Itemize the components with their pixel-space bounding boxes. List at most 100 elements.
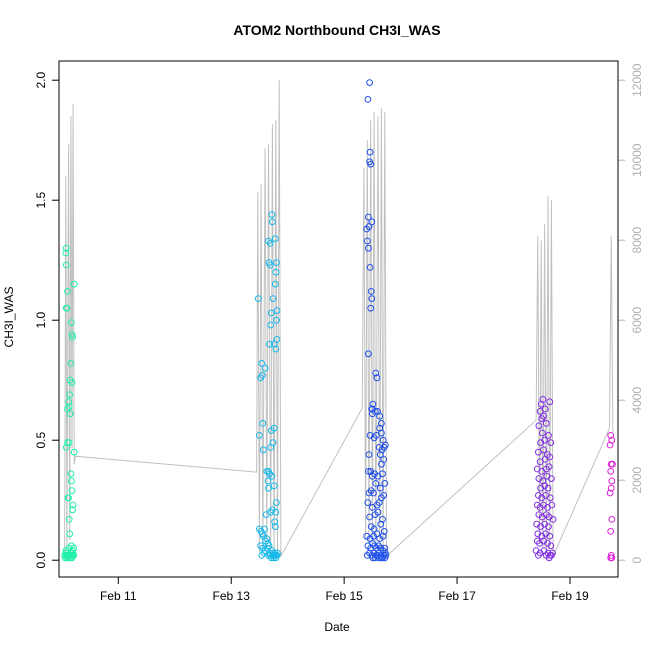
- data-point: [267, 321, 275, 329]
- data-point: [547, 439, 555, 447]
- data-point: [366, 79, 374, 86]
- data-point: [541, 456, 549, 463]
- data-point: [376, 412, 384, 420]
- data-point: [378, 460, 385, 468]
- data-point: [65, 398, 72, 406]
- data-point: [62, 244, 70, 252]
- data-point: [68, 487, 76, 495]
- series-4: [532, 396, 557, 562]
- data-point: [377, 520, 385, 528]
- data-point: [69, 501, 77, 509]
- data-point: [542, 552, 550, 559]
- data-point: [546, 552, 554, 559]
- data-point: [266, 340, 274, 348]
- data-point: [258, 372, 266, 379]
- x-tick-label: Feb 17: [438, 589, 476, 603]
- data-point: [366, 513, 374, 521]
- y2-tick-label: 4000: [630, 387, 644, 414]
- data-point: [265, 484, 272, 492]
- data-point: [367, 288, 375, 295]
- y-tick-label: 1.0: [34, 312, 48, 329]
- data-point: [64, 288, 71, 295]
- data-point: [544, 484, 552, 492]
- data-point: [369, 554, 377, 562]
- data-point: [273, 336, 281, 343]
- data-point: [542, 420, 550, 427]
- data-point: [374, 508, 382, 516]
- data-point: [368, 295, 376, 303]
- data-point: [268, 211, 276, 219]
- data-point: [381, 480, 389, 487]
- data-point: [67, 470, 75, 478]
- plot-frame: [58, 60, 619, 578]
- data-point: [258, 360, 266, 367]
- data-point: [65, 516, 73, 523]
- data-point: [271, 523, 279, 530]
- data-point: [68, 477, 75, 485]
- data-point: [62, 444, 70, 451]
- data-point: [267, 444, 275, 451]
- data-point: [545, 463, 553, 471]
- data-point: [372, 480, 380, 487]
- y-axis-label: CH3I_WAS: [2, 287, 16, 348]
- data-point: [258, 552, 266, 559]
- data-point: [608, 516, 616, 523]
- data-point: [271, 235, 279, 243]
- y2-tick-label: 6000: [630, 307, 644, 334]
- y-tick-label: 1.5: [34, 192, 48, 209]
- series-1: [61, 244, 78, 562]
- data-point: [606, 489, 614, 497]
- data-point: [363, 225, 371, 233]
- y2-tick-label: 12000: [630, 63, 644, 97]
- data-point: [540, 412, 547, 420]
- data-point: [378, 429, 385, 437]
- data-point: [263, 535, 271, 542]
- axes-layer: Feb 11 Feb 13 Feb 15 Feb 17 Feb 19 0.0 0.5 1.0 1…: [34, 63, 644, 603]
- data-point: [372, 369, 380, 377]
- data-point: [69, 506, 76, 514]
- data-point: [365, 244, 372, 252]
- data-point: [266, 240, 274, 247]
- data-point: [265, 552, 272, 559]
- data-point: [376, 451, 384, 459]
- chart-title: ATOM2 Northbound CH3I_WAS: [233, 22, 440, 38]
- data-point: [256, 432, 263, 439]
- data-point: [378, 420, 385, 427]
- data-point: [366, 264, 374, 271]
- data-point: [607, 432, 615, 439]
- data-point: [365, 213, 372, 221]
- series-2: [254, 211, 281, 562]
- data-points-layer: [61, 79, 616, 562]
- data-point: [537, 400, 545, 408]
- data-point: [69, 333, 76, 341]
- data-point: [70, 280, 78, 288]
- y2-tick-label: 2000: [630, 467, 644, 494]
- data-point: [271, 518, 279, 526]
- data-point: [365, 451, 373, 459]
- data-point: [273, 499, 280, 507]
- series-5: [606, 432, 616, 562]
- altitude-line-layer: [64, 80, 614, 559]
- y2-tick-label: 8000: [630, 227, 644, 254]
- data-point: [373, 374, 381, 382]
- data-point: [259, 420, 267, 427]
- data-point: [608, 477, 616, 485]
- y2-tick-label: 0: [630, 557, 644, 564]
- data-point: [271, 280, 279, 288]
- data-point: [62, 304, 70, 312]
- data-point: [66, 391, 74, 399]
- data-point: [70, 448, 78, 456]
- data-point: [540, 446, 547, 454]
- data-point: [66, 410, 74, 418]
- data-point: [366, 158, 374, 166]
- data-point: [371, 408, 379, 415]
- data-point: [266, 261, 274, 269]
- data-point: [382, 549, 389, 557]
- y-tick-label: 0.5: [34, 432, 48, 449]
- data-point: [607, 528, 615, 535]
- data-point: [264, 477, 272, 485]
- data-point: [273, 307, 281, 315]
- y-tick-label: 2.0: [34, 72, 48, 89]
- data-point: [541, 405, 549, 413]
